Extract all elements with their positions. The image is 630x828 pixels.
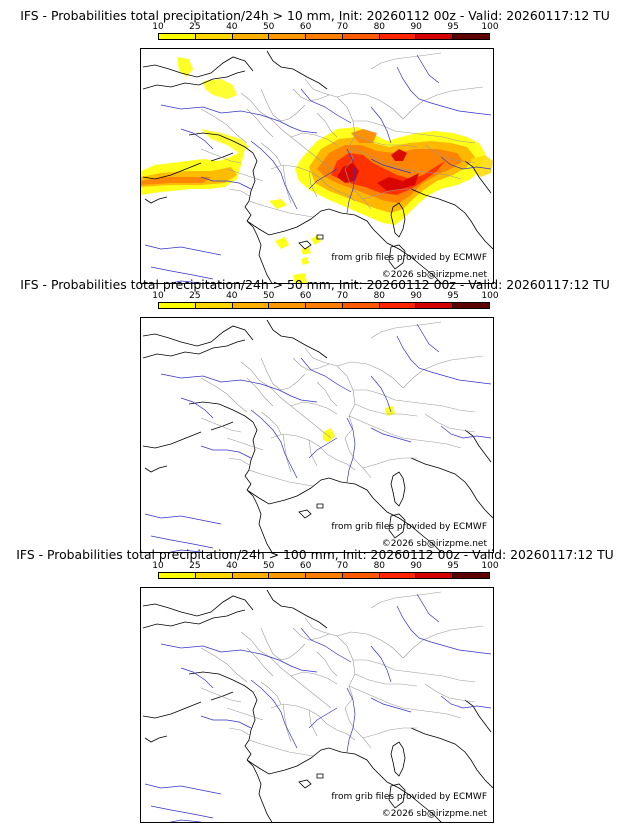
colorbar-tick: 40: [226, 561, 238, 571]
colorbar-tick: 25: [189, 561, 201, 571]
colorbar-tick: 70: [336, 291, 349, 301]
precip-probability-field: [323, 406, 395, 442]
colorbar-swatch: [269, 34, 307, 39]
colorbar-swatch: [195, 34, 233, 39]
colorbar-swatch: [232, 303, 270, 308]
probability-map: from grib files provided by ECMWF ©2026 …: [140, 317, 494, 553]
colorbar: [158, 302, 490, 309]
colorbar-tick: 10: [152, 291, 164, 301]
colorbar-tick: 90: [410, 291, 422, 301]
colorbar-swatch: [232, 34, 270, 39]
credit-copyright: ©2026 sb@irizpme.net: [381, 539, 487, 549]
colorbar-tick: 100: [481, 291, 499, 301]
colorbar-swatch: [269, 303, 307, 308]
map-graphic: [142, 319, 493, 552]
colorbar-swatch: [453, 573, 490, 578]
precip-probability-field: [141, 57, 493, 283]
credit-copyright: ©2026 sb@irizpme.net: [381, 809, 487, 819]
panel-50mm: IFS - Probabilities total precipitation/…: [0, 277, 630, 553]
colorbar-tick: 95: [447, 561, 459, 571]
colorbar-swatch: [379, 303, 417, 308]
colorbar-swatch: [416, 303, 454, 308]
colorbar-tick: 90: [410, 22, 422, 32]
colorbar-swatch: [453, 34, 490, 39]
panel-10mm: IFS - Probabilities total precipitation/…: [0, 8, 630, 284]
colorbar-swatch: [306, 573, 343, 578]
colorbar-tick: 80: [373, 561, 386, 571]
panel-title: IFS - Probabilities total precipitation/…: [20, 8, 610, 23]
colorbar-swatch: [195, 573, 233, 578]
colorbar-tick: 60: [299, 561, 312, 571]
colorbar-tick: 100: [481, 22, 499, 32]
colorbar-swatch: [379, 573, 417, 578]
colorbar-swatch: [232, 573, 270, 578]
colorbar-swatch: [159, 34, 196, 39]
colorbar-tick: 80: [373, 291, 386, 301]
colorbar-tick: 100: [481, 561, 499, 571]
colorbar-swatch: [453, 303, 490, 308]
colorbar-swatch: [195, 303, 233, 308]
colorbar-tick: 50: [262, 561, 275, 571]
colorbar-swatch: [342, 573, 380, 578]
colorbar-swatch: [306, 34, 343, 39]
credit-source: from grib files provided by ECMWF: [331, 253, 487, 263]
credit-copyright: ©2026 sb@irizpme.net: [381, 270, 487, 280]
colorbar-swatch: [306, 303, 343, 308]
colorbar-swatch: [269, 573, 307, 578]
map-graphic: [142, 589, 493, 822]
colorbar: [158, 33, 490, 40]
panel-title: IFS - Probabilities total precipitation/…: [20, 277, 610, 292]
colorbar: [158, 572, 490, 579]
colorbar-ticks: 10 25 40 50 60 70 80 90 95 100: [152, 291, 498, 301]
probability-map: from grib files provided by ECMWF ©2026 …: [140, 587, 494, 823]
colorbar-swatch: [159, 573, 196, 578]
colorbar-tick: 40: [226, 22, 238, 32]
colorbar-tick: 40: [226, 291, 238, 301]
colorbar-tick: 25: [189, 291, 201, 301]
colorbar-swatch: [342, 303, 380, 308]
map-graphic: [141, 50, 493, 283]
credit-source: from grib files provided by ECMWF: [331, 792, 487, 802]
colorbar-swatch: [379, 34, 417, 39]
colorbar-tick: 25: [189, 22, 201, 32]
panel-title: IFS - Probabilities total precipitation/…: [16, 547, 614, 562]
colorbar-tick: 10: [152, 22, 164, 32]
colorbar-ticks: 10 25 40 50 60 70 80 90 95 100: [152, 561, 498, 571]
credit-source: from grib files provided by ECMWF: [331, 522, 487, 532]
colorbar-tick: 95: [447, 22, 459, 32]
colorbar-swatch: [159, 303, 196, 308]
colorbar-tick: 70: [336, 22, 349, 32]
probability-map: from grib files provided by ECMWF ©2026 …: [140, 48, 494, 284]
colorbar-tick: 50: [262, 291, 275, 301]
colorbar-tick: 80: [373, 22, 386, 32]
colorbar-ticks: 10 25 40 50 60 70 80 90 95 100: [152, 22, 498, 32]
colorbar-swatch: [416, 34, 454, 39]
colorbar-swatch: [342, 34, 380, 39]
colorbar-tick: 50: [262, 22, 275, 32]
colorbar-swatch: [416, 573, 454, 578]
panel-100mm: IFS - Probabilities total precipitation/…: [0, 547, 630, 823]
colorbar-tick: 90: [410, 561, 422, 571]
colorbar-tick: 10: [152, 561, 164, 571]
colorbar-tick: 95: [447, 291, 459, 301]
colorbar-tick: 70: [336, 561, 349, 571]
colorbar-tick: 60: [299, 22, 312, 32]
colorbar-tick: 60: [299, 291, 312, 301]
